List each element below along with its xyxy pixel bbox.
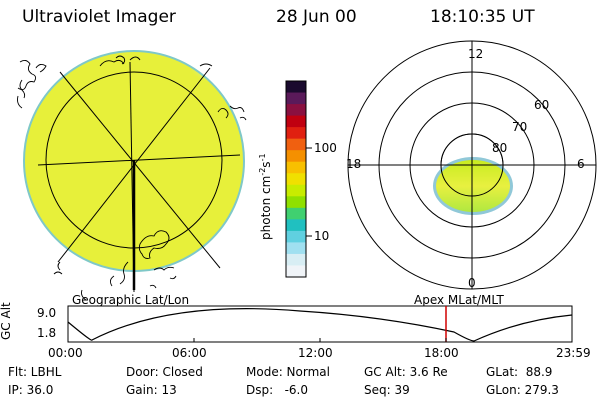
colorbar-swatch xyxy=(286,219,306,232)
geographic-globe xyxy=(17,50,247,301)
colorbar-swatch xyxy=(286,138,306,151)
status-door: Door: Closed xyxy=(126,365,203,379)
colorbar-swatch xyxy=(286,265,306,278)
polar-plot xyxy=(347,40,597,290)
lat-label-70: 70 xyxy=(512,120,528,134)
lat-label-60: 60 xyxy=(534,98,550,112)
lat-label-80: 80 xyxy=(492,141,508,155)
colorbar-swatch xyxy=(286,81,306,94)
emission-spot xyxy=(436,160,510,212)
status-flt: Flt: LBHL xyxy=(8,365,62,379)
status-mode: Mode: Normal xyxy=(246,365,330,379)
altitude-ytick-high: 9.0 xyxy=(37,306,57,320)
altitude-ylabel: GC Alt xyxy=(0,302,13,340)
colorbar-tick-high: 100 xyxy=(314,141,337,155)
colorbar-tick-low: 10 xyxy=(314,229,330,243)
colorbar-swatch xyxy=(286,184,306,197)
apex-label: Apex MLat/MLT xyxy=(414,293,504,307)
colorbar-swatch xyxy=(286,253,306,267)
colorbar-swatch xyxy=(286,196,306,209)
x-tick-0600: 06:00 xyxy=(172,346,207,360)
colorbar xyxy=(285,80,312,278)
x-tick-1200: 12:00 xyxy=(298,346,333,360)
geographic-label: Geographic Lat/Lon xyxy=(72,293,190,307)
x-tick-1800: 18:00 xyxy=(424,346,459,360)
altitude-frame xyxy=(67,305,573,343)
colorbar-unit-label: photon cm-2s-1 xyxy=(258,153,273,240)
colorbar-swatch xyxy=(286,173,306,186)
colorbar-swatch xyxy=(286,161,306,174)
instrument-title: Ultraviolet Imager xyxy=(22,7,176,27)
time-label: 18:10:35 UT xyxy=(430,7,535,27)
colorbar-swatch xyxy=(286,92,306,105)
mlt-label-0: 0 xyxy=(468,276,476,290)
colorbar-swatch xyxy=(286,207,306,220)
altitude-curve xyxy=(67,308,573,342)
colorbar-swatch xyxy=(286,150,306,163)
status-ip: IP: 36.0 xyxy=(8,383,54,397)
colorbar-swatch xyxy=(286,115,306,128)
x-tick-2359: 23:59 xyxy=(556,346,591,360)
colorbar-swatch xyxy=(286,230,306,244)
x-tick-0000: 00:00 xyxy=(48,346,83,360)
date-label: 28 Jun 00 xyxy=(276,7,357,27)
altitude-ytick-low: 1.8 xyxy=(37,326,57,340)
mlt-label-12: 12 xyxy=(468,47,484,61)
altitude-plot xyxy=(67,305,573,343)
status-seq: Seq: 39 xyxy=(364,383,410,397)
status-glon: GLon: 279.3 xyxy=(486,383,559,397)
mlt-label-18: 18 xyxy=(346,157,362,171)
colorbar-swatch xyxy=(286,127,306,140)
status-gain: Gain: 13 xyxy=(126,383,177,397)
mlt-label-6: 6 xyxy=(577,157,585,171)
colorbar-swatch xyxy=(286,104,306,117)
colorbar-swatch xyxy=(286,242,306,255)
coastlines xyxy=(17,55,247,301)
globe-limb-glow xyxy=(140,51,244,120)
status-glat: GLat: 88.9 xyxy=(486,365,553,379)
status-gc-alt: GC Alt: 3.6 Re xyxy=(364,365,448,379)
status-dsp: Dsp: -6.0 xyxy=(246,383,309,397)
